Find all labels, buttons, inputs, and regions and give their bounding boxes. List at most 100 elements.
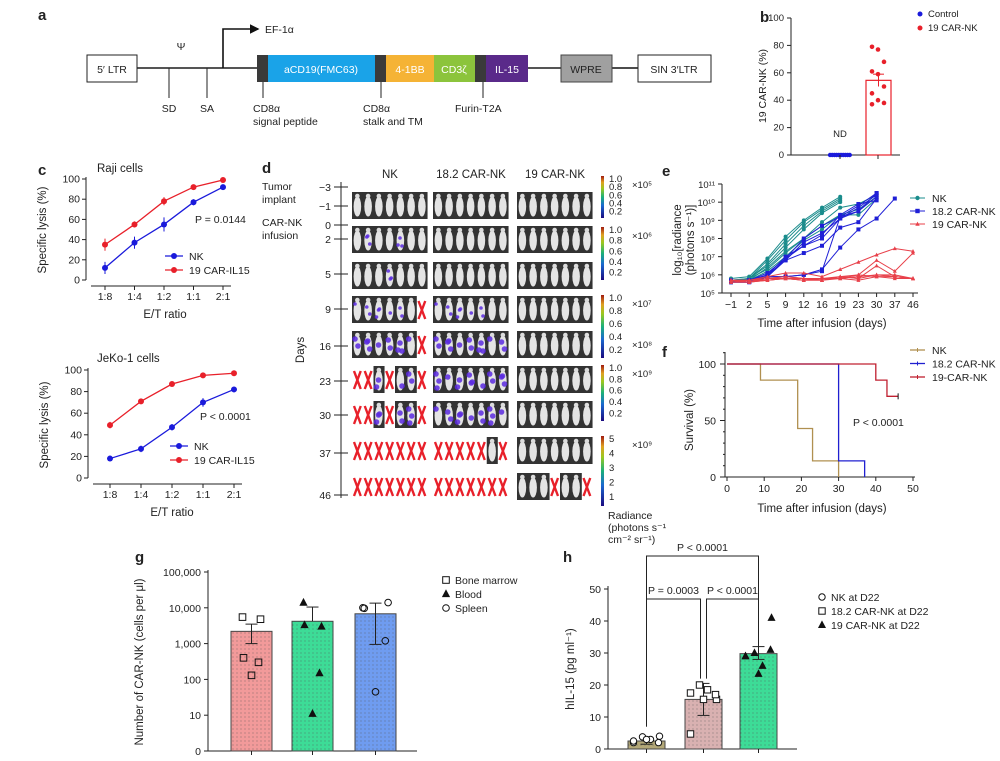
- c-x-tick-label: 1:8: [103, 489, 118, 501]
- tumor-signal: [486, 371, 493, 377]
- mouse-silhouette: [477, 230, 486, 251]
- d-day-tick-label: −3: [319, 182, 331, 194]
- mouse-head: [408, 227, 414, 233]
- dead-x-stroke: [395, 441, 405, 461]
- mouse-head: [530, 227, 536, 233]
- tumor-signal: [399, 383, 405, 389]
- e-data-point: [801, 251, 806, 256]
- b-point-19-car-nk: [875, 71, 881, 77]
- h-significance-bracket-2: [706, 598, 759, 679]
- mouse-silhouette: [375, 230, 383, 251]
- tumor-signal: [408, 378, 415, 384]
- dead-x-mark: [352, 405, 362, 425]
- d-colorbar-tick-label: 1.0: [609, 363, 622, 374]
- mouse-head: [563, 438, 568, 444]
- tumor-signal: [433, 406, 439, 412]
- dead-x-mark: [498, 477, 508, 497]
- tumor-signal: [498, 409, 505, 415]
- h-data-point: [703, 686, 712, 694]
- c-x-tick-label: 1:1: [196, 489, 211, 501]
- g-data-point: [247, 671, 256, 680]
- h-y-tick-label: 0: [595, 744, 601, 756]
- tumor-signal: [396, 243, 400, 247]
- h-bar-texture: [628, 741, 665, 749]
- tumor-signal: [489, 378, 496, 384]
- tumor-signal: [445, 338, 452, 344]
- mouse-head: [376, 332, 382, 338]
- d-infusion-label: infusion: [262, 230, 298, 242]
- mouse-head: [436, 227, 441, 233]
- mouse-head: [520, 227, 525, 233]
- mouse-head: [530, 474, 536, 480]
- mouse-silhouette: [583, 196, 591, 217]
- mouse-silhouette: [385, 300, 394, 321]
- e-x-tick-label: 2: [746, 299, 752, 311]
- dead-x-stroke: [406, 477, 416, 497]
- dead-x-mark: [433, 441, 443, 461]
- tumor-signal: [375, 342, 382, 348]
- b-y-tick-label: 80: [773, 40, 784, 51]
- e-data-point: [801, 270, 806, 275]
- dead-x-mark: [433, 477, 443, 497]
- e-y-tick-label: 10¹¹: [698, 180, 715, 191]
- e-data-point: [765, 278, 770, 282]
- d-colorbar-tick-label: 0.6: [609, 190, 622, 201]
- h-legend-label: NK at D22: [831, 592, 880, 604]
- tumor-signal: [481, 314, 485, 318]
- e-data-point: [856, 205, 861, 210]
- mouse-head: [520, 367, 525, 373]
- c-y-tick-label: 80: [68, 194, 80, 206]
- e-y-tick-label: 10⁹: [700, 216, 715, 227]
- mouse-silhouette: [540, 230, 548, 251]
- mouse-silhouette: [583, 266, 591, 287]
- mouse-head: [457, 227, 463, 233]
- mouse-silhouette: [364, 266, 372, 287]
- tumor-signal: [458, 307, 463, 311]
- g-data-point: [256, 615, 265, 624]
- g-data-point: [300, 620, 309, 629]
- mouse-head: [520, 474, 525, 480]
- d-colorbar-title: Radiance: [608, 510, 653, 522]
- h-data-point: [767, 613, 776, 621]
- e-data-point: [838, 267, 843, 271]
- mouse-head: [584, 438, 590, 444]
- d-colorbar-title: (photons s⁻¹: [608, 522, 667, 534]
- tumor-signal: [478, 340, 484, 346]
- tumor-signal: [445, 305, 450, 309]
- tumor-signal: [433, 336, 439, 342]
- dead-x-mark: [352, 441, 362, 461]
- dead-x-stroke: [476, 441, 486, 461]
- h-y-tick-label: 10: [589, 712, 601, 724]
- e-data-point: [820, 278, 824, 282]
- c-data-point: [161, 221, 167, 228]
- f-y-tick-label: 100: [698, 359, 716, 371]
- mouse-silhouette: [529, 196, 537, 217]
- d-colorbar-tick-label: 0.8: [609, 182, 622, 193]
- c-data-point: [220, 177, 226, 184]
- d-colorbar-tick-label: 0.6: [609, 319, 622, 330]
- dead-x-stroke: [417, 370, 427, 390]
- mouse-head: [398, 367, 403, 373]
- e-data-point: [838, 205, 843, 210]
- dead-x-mark: [417, 441, 427, 461]
- mouse-silhouette: [407, 300, 415, 321]
- mouse-head: [520, 332, 525, 338]
- mouse-head: [408, 332, 414, 338]
- mouse-head: [552, 332, 557, 338]
- d-colorbar-tick-label: 4: [609, 449, 614, 460]
- e-data-point: [783, 270, 788, 275]
- e-legend-marker: [915, 208, 920, 214]
- h-legend-marker: [818, 607, 826, 615]
- c-x-tick-label: 1:1: [186, 291, 201, 303]
- b-y-tick-label: 40: [773, 95, 784, 106]
- mouse-silhouette: [396, 300, 405, 321]
- d-colorbar-scale-label: ×10⁷: [632, 299, 652, 310]
- mouse-silhouette: [477, 266, 486, 287]
- tumor-signal: [487, 420, 494, 426]
- d-colorbar-scale-label: ×10⁸: [632, 340, 652, 351]
- mouse-silhouette: [477, 300, 486, 321]
- d-colorbar-tick-label: 0.4: [609, 257, 622, 268]
- mouse-head: [500, 332, 506, 338]
- cd3z-label: CD3ζ: [441, 64, 467, 76]
- g-bar-texture: [231, 631, 272, 751]
